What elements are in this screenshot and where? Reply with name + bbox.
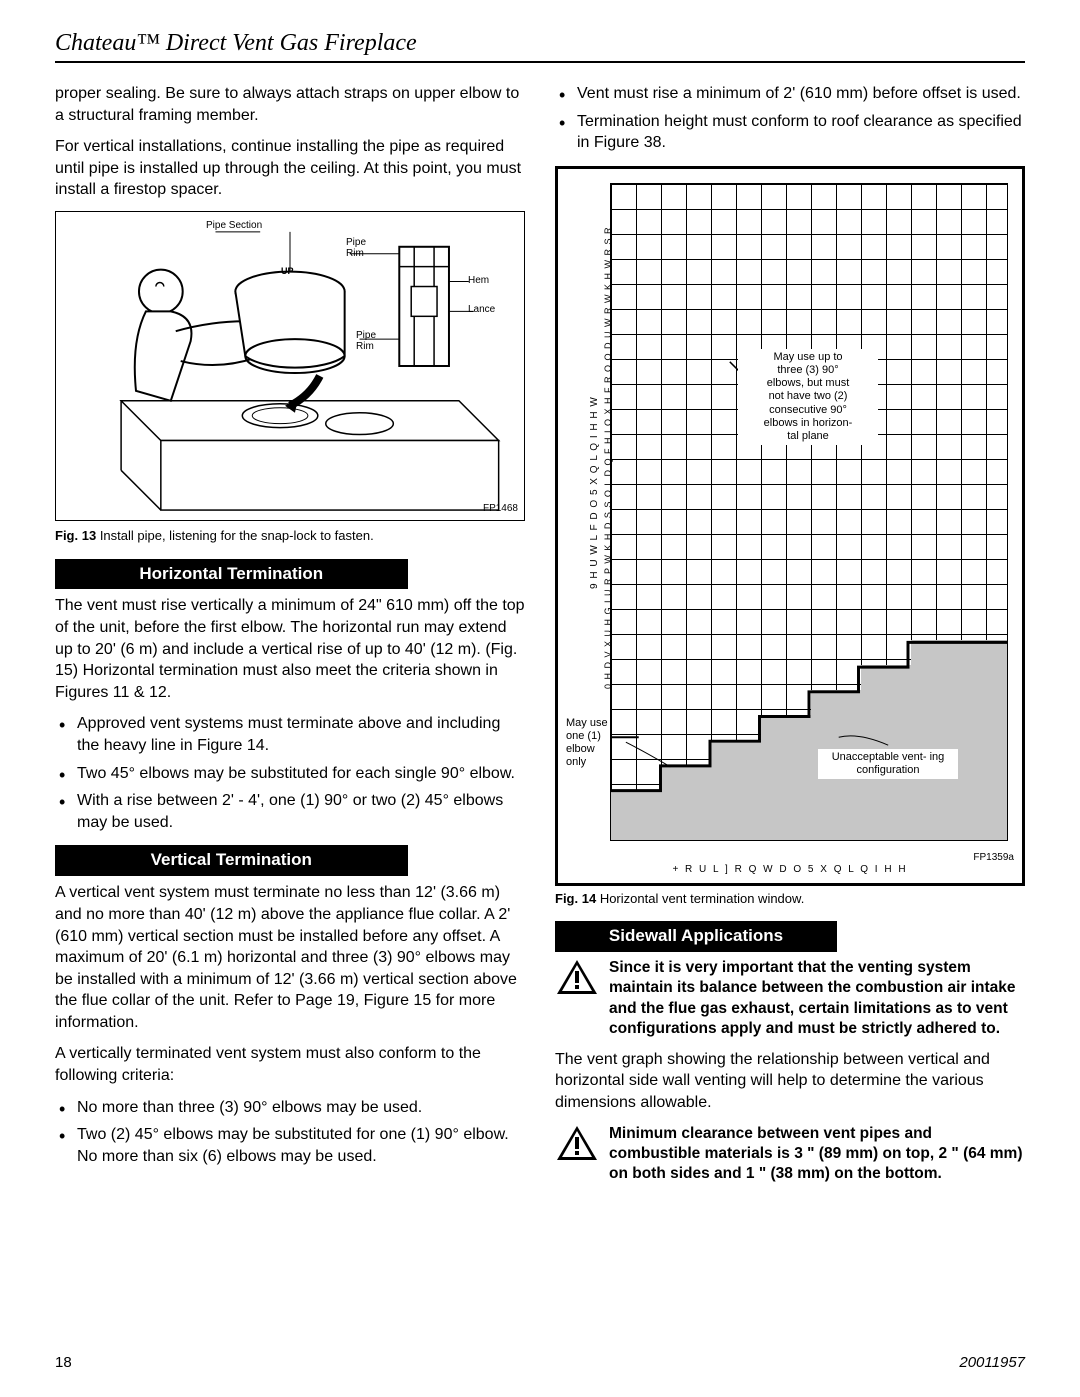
warning-text: Minimum clearance between vent pipes and… — [609, 1124, 1025, 1184]
page-footer: 18 20011957 — [55, 1354, 1025, 1371]
figure-13-caption: Fig. 13 Install pipe, listening for the … — [55, 527, 525, 545]
list-item: No more than three (3) 90° elbows may be… — [77, 1097, 525, 1119]
list-item: Two (2) 45° elbows may be substituted fo… — [77, 1124, 525, 1167]
warning-1: Since it is very important that the vent… — [555, 958, 1025, 1039]
paragraph: A vertically terminated vent system must… — [55, 1043, 525, 1086]
warning-icon — [555, 1124, 599, 1162]
right-column: Vent must rise a minimum of 2' (610 mm) … — [555, 83, 1025, 1194]
paragraph: The vent must rise vertically a minimum … — [55, 595, 525, 703]
label-lance: Lance — [468, 304, 495, 315]
list-item: With a rise between 2' - 4', one (1) 90°… — [77, 790, 525, 833]
label-pipe-rim: Pipe Rim — [346, 237, 366, 259]
bullet-list: Vent must rise a minimum of 2' (610 mm) … — [555, 83, 1025, 154]
y-axis-label-1: 9 H U W L F D O 5 X Q L Q I H H W — [588, 396, 602, 589]
two-column-layout: proper sealing. Be sure to always attach… — [55, 83, 1025, 1194]
paragraph: A vertical vent system must terminate no… — [55, 882, 525, 1033]
warning-2: Minimum clearance between vent pipes and… — [555, 1124, 1025, 1184]
chart-fp-id: FP1359a — [973, 851, 1014, 865]
label-hem: Hem — [468, 275, 489, 286]
label-pipe-rim-2: Pipe Rim — [356, 330, 376, 352]
figure-13-box: Pipe Section Pipe Rim UP Hem Lance Pipe … — [55, 211, 525, 521]
list-item: Termination height must conform to roof … — [577, 111, 1025, 154]
document-id: 20011957 — [959, 1354, 1025, 1371]
list-item: Two 45° elbows may be substituted for ea… — [77, 763, 525, 785]
figure-14-caption: Fig. 14 Horizontal vent termination wind… — [555, 890, 1025, 908]
bullet-list: No more than three (3) 90° elbows may be… — [55, 1097, 525, 1168]
label-pipe-section: Pipe Section — [206, 220, 262, 231]
chart-annotation-1: May use up to three (3) 90° elbows, but … — [738, 349, 878, 445]
label-up: UP — [281, 267, 294, 277]
vertical-termination-head: Vertical Termination — [55, 845, 408, 876]
list-item: Approved vent systems must terminate abo… — [77, 713, 525, 756]
chart-annotation-3: Unacceptable vent- ing configuration — [818, 749, 958, 779]
page-number: 18 — [55, 1354, 72, 1371]
horizontal-termination-head: Horizontal Termination — [55, 559, 408, 590]
figure-id: FP1468 — [483, 502, 518, 516]
paragraph: proper sealing. Be sure to always attach… — [55, 83, 525, 126]
list-item: Vent must rise a minimum of 2' (610 mm) … — [577, 83, 1025, 105]
sidewall-head: Sidewall Applications — [555, 921, 837, 952]
y-axis-label-2: 0 H D V X U H G I U R P W K H D S S O L … — [602, 226, 614, 689]
paragraph: For vertical installations, continue ins… — [55, 136, 525, 201]
warning-text: Since it is very important that the vent… — [609, 958, 1025, 1039]
x-axis-label: + R U L ] R Q W D O 5 X Q L Q I H H — [558, 863, 1022, 877]
bullet-list: Approved vent systems must terminate abo… — [55, 713, 525, 833]
warning-icon — [555, 958, 599, 996]
vent-chart: 9 H U W L F D O 5 X Q L Q I H H W 0 H D … — [555, 166, 1025, 886]
page-header: Chateau™ Direct Vent Gas Fireplace — [55, 30, 1025, 63]
chart-annotation-2: May use one (1) elbow only — [566, 717, 616, 770]
chart-grid — [610, 183, 1008, 841]
paragraph: The vent graph showing the relationship … — [555, 1049, 1025, 1114]
left-column: proper sealing. Be sure to always attach… — [55, 83, 525, 1194]
